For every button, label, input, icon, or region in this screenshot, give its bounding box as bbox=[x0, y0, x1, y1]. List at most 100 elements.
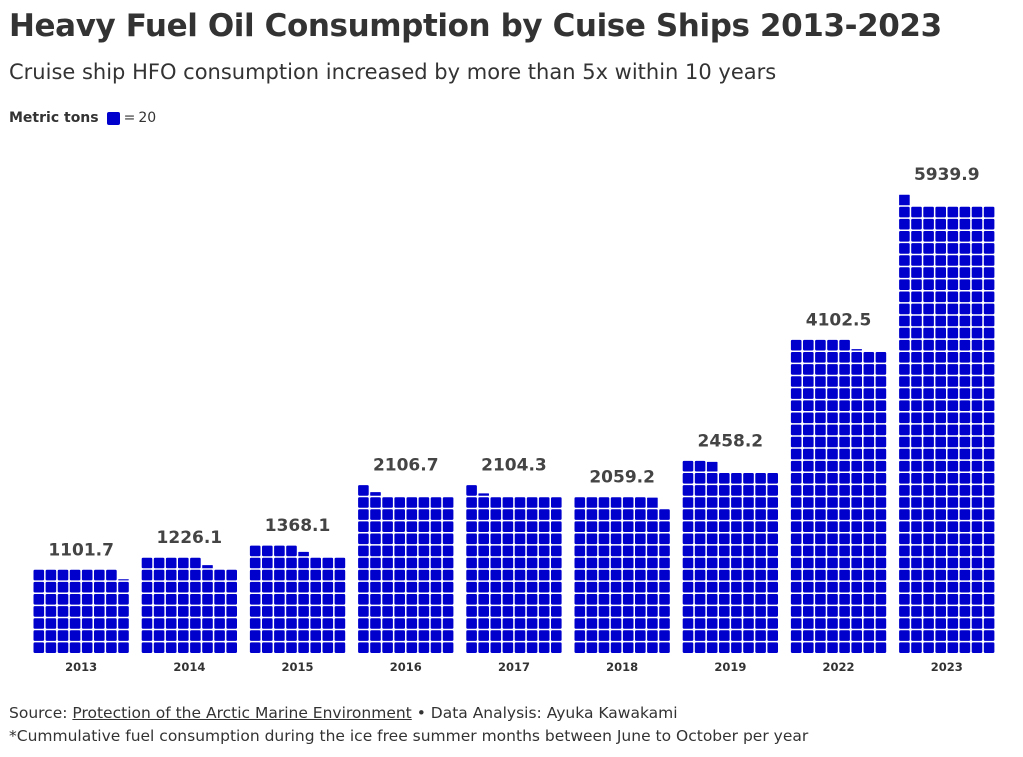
waffle-square bbox=[358, 509, 369, 520]
waffle-square bbox=[274, 569, 285, 581]
waffle-square bbox=[551, 642, 562, 653]
x-tick-label-2016: 2016 bbox=[390, 660, 422, 674]
waffle-square bbox=[286, 642, 297, 653]
waffle-square bbox=[141, 618, 153, 629]
waffle-square bbox=[719, 606, 730, 617]
waffle-square bbox=[586, 606, 598, 617]
waffle-square bbox=[57, 606, 69, 617]
waffle-square bbox=[935, 231, 946, 242]
waffle-square bbox=[863, 509, 875, 520]
waffle-square bbox=[971, 436, 983, 448]
waffle-square bbox=[635, 557, 646, 569]
x-tick-label-2017: 2017 bbox=[498, 660, 530, 674]
waffle-square bbox=[923, 267, 934, 278]
waffle-square bbox=[141, 569, 153, 581]
waffle-square bbox=[959, 400, 971, 411]
waffle-square bbox=[647, 557, 658, 569]
waffle-square bbox=[875, 569, 887, 581]
waffle-square bbox=[839, 594, 850, 605]
waffle-square bbox=[935, 424, 946, 436]
waffle-square bbox=[911, 630, 922, 641]
waffle-square bbox=[45, 569, 57, 581]
waffle-square bbox=[538, 569, 550, 581]
waffle-square bbox=[863, 388, 875, 399]
waffle-square bbox=[249, 606, 261, 617]
x-tick-label-2022: 2022 bbox=[823, 660, 855, 674]
waffle-square bbox=[875, 545, 887, 557]
source-link[interactable]: Protection of the Arctic Marine Environm… bbox=[72, 704, 412, 722]
waffle-square bbox=[790, 533, 802, 545]
waffle-square bbox=[202, 630, 213, 641]
waffle-square bbox=[935, 460, 946, 472]
waffle-square bbox=[466, 521, 477, 532]
waffle-square bbox=[839, 412, 850, 424]
waffle-square bbox=[478, 630, 489, 641]
waffle-square bbox=[899, 606, 910, 617]
waffle-square bbox=[959, 291, 971, 303]
waffle-square bbox=[274, 606, 285, 617]
waffle-square bbox=[574, 581, 586, 593]
waffle-square bbox=[899, 460, 910, 472]
waffle-square bbox=[69, 630, 81, 641]
waffle-square bbox=[178, 594, 189, 605]
waffle-square bbox=[767, 642, 778, 653]
waffle-square bbox=[682, 557, 694, 569]
waffle-square bbox=[478, 557, 489, 569]
waffle-square bbox=[394, 606, 405, 617]
waffle-square bbox=[610, 557, 622, 569]
waffle-square bbox=[382, 509, 393, 520]
waffle-square bbox=[935, 533, 946, 545]
waffle-square bbox=[719, 473, 730, 484]
waffle-square bbox=[743, 569, 754, 581]
waffle-square bbox=[827, 569, 838, 581]
waffle-square bbox=[719, 545, 730, 557]
waffle-square bbox=[682, 594, 694, 605]
waffle-square bbox=[214, 618, 225, 629]
waffle-square bbox=[923, 255, 934, 266]
waffle-square bbox=[875, 485, 887, 496]
waffle-square bbox=[178, 557, 189, 569]
waffle-square bbox=[923, 424, 934, 436]
waffle-square bbox=[586, 557, 598, 569]
waffle-square bbox=[538, 594, 550, 605]
waffle-square bbox=[755, 581, 766, 593]
waffle-square bbox=[442, 594, 454, 605]
waffle-square bbox=[899, 509, 910, 520]
waffle-square bbox=[418, 630, 430, 641]
waffle-square bbox=[214, 630, 225, 641]
waffle-square bbox=[899, 630, 910, 641]
waffle-square bbox=[153, 630, 165, 641]
waffle-square bbox=[899, 521, 910, 532]
waffle-square bbox=[911, 448, 922, 460]
waffle-square bbox=[839, 557, 850, 569]
waffle-square bbox=[45, 642, 57, 653]
waffle-square bbox=[983, 569, 995, 581]
waffle-square bbox=[694, 557, 706, 569]
waffle-square bbox=[923, 303, 934, 315]
waffle-square bbox=[863, 594, 875, 605]
waffle-square bbox=[875, 364, 887, 375]
waffle-square bbox=[202, 581, 213, 593]
waffle-square bbox=[815, 352, 826, 363]
waffle-square bbox=[298, 594, 309, 605]
waffle-square bbox=[755, 497, 766, 508]
waffle-square bbox=[803, 509, 814, 520]
waffle-square bbox=[911, 557, 922, 569]
waffle-square bbox=[839, 485, 850, 496]
waffle-square bbox=[298, 557, 309, 569]
waffle-square bbox=[538, 545, 550, 557]
waffle-square bbox=[911, 473, 922, 484]
waffle-square bbox=[442, 642, 454, 653]
waffle-square bbox=[719, 642, 730, 653]
waffle-square bbox=[178, 581, 189, 593]
waffle-square bbox=[358, 642, 369, 653]
waffle-square bbox=[382, 545, 393, 557]
waffle-square bbox=[202, 642, 213, 653]
waffle-square bbox=[190, 594, 201, 605]
waffle-square bbox=[478, 521, 489, 532]
waffle-square bbox=[875, 376, 887, 387]
waffle-square bbox=[899, 315, 910, 327]
waffle-square bbox=[899, 352, 910, 363]
waffle-square bbox=[286, 606, 297, 617]
waffle-square bbox=[947, 569, 959, 581]
